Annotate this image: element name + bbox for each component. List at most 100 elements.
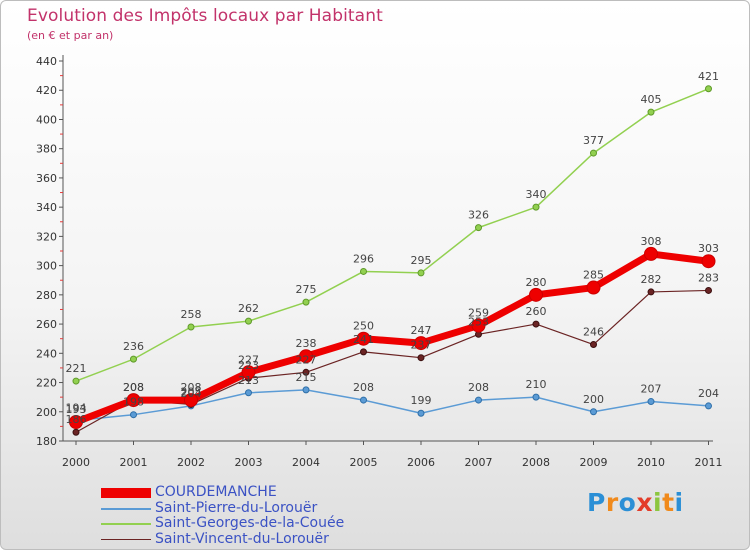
- data-label: 210: [526, 378, 547, 391]
- data-label: 326: [468, 209, 489, 222]
- data-point: [184, 393, 198, 408]
- data-point: [302, 298, 310, 306]
- y-tick-label: 300: [36, 260, 57, 273]
- data-point: [590, 408, 597, 416]
- data-point: [299, 349, 313, 364]
- data-label: 280: [526, 276, 547, 289]
- data-point: [532, 203, 540, 211]
- data-label: 250: [353, 320, 374, 333]
- data-point: [532, 393, 540, 401]
- data-label: 208: [123, 381, 144, 394]
- x-tick-label: 2002: [177, 456, 205, 469]
- y-tick-label: 440: [36, 55, 57, 68]
- data-label: 275: [296, 283, 317, 296]
- data-label: 208: [468, 381, 489, 394]
- logo-letter: i: [653, 488, 663, 517]
- data-point: [532, 320, 540, 328]
- chart-subtitle: (en € et par an): [27, 29, 114, 42]
- y-tick-label: 360: [36, 172, 57, 185]
- data-point: [245, 389, 252, 397]
- data-label: 340: [526, 188, 547, 201]
- proxiti-logo: Proxiti: [587, 488, 684, 517]
- y-tick-label: 220: [36, 377, 57, 390]
- data-point: [72, 377, 80, 385]
- data-label: 285: [583, 269, 604, 282]
- data-label: 205: [181, 385, 202, 398]
- x-tick-label: 2001: [120, 456, 148, 469]
- data-point: [126, 393, 141, 408]
- data-point: [130, 355, 137, 363]
- data-point: [529, 287, 543, 302]
- x-tick-label: 2000: [62, 456, 90, 469]
- data-label: 208: [123, 381, 144, 394]
- data-label: 262: [238, 302, 259, 315]
- data-label: 237: [411, 339, 432, 352]
- data-label: 193: [66, 403, 87, 416]
- legend-swatch: [101, 539, 151, 540]
- data-label: 200: [583, 393, 604, 406]
- data-label: 259: [468, 307, 489, 320]
- data-point: [417, 354, 425, 362]
- data-label: 405: [641, 93, 662, 106]
- data-point: [241, 365, 256, 380]
- data-point: [187, 323, 195, 331]
- data-point: [471, 318, 486, 333]
- data-label: 198: [123, 396, 144, 409]
- data-point: [417, 269, 425, 277]
- data-label: 238: [296, 337, 317, 350]
- series-line-3: [75, 289, 710, 433]
- y-tick-label: 180: [36, 435, 57, 448]
- x-tick-label: 2004: [292, 456, 320, 469]
- data-point: [69, 415, 83, 429]
- y-tick-label: 420: [36, 84, 57, 97]
- legend-label: Saint-Georges-de-la-Couée: [155, 515, 345, 531]
- logo-letter: x: [636, 488, 653, 517]
- data-label: 199: [411, 394, 432, 407]
- data-label: 246: [583, 326, 604, 339]
- data-label: 223: [238, 359, 259, 372]
- legend-label: Saint-Vincent-du-Lorouër: [155, 530, 329, 547]
- data-label: 215: [296, 371, 317, 384]
- data-label: 186: [66, 413, 87, 426]
- logo-letter: o: [618, 488, 637, 517]
- x-tick-label: 2010: [637, 456, 665, 469]
- legend-swatch: [101, 507, 151, 510]
- data-point: [130, 411, 137, 419]
- data-point: [647, 398, 655, 406]
- data-point: [360, 267, 367, 275]
- data-point: [302, 368, 310, 376]
- x-tick-label: 2003: [235, 456, 263, 469]
- data-point: [360, 396, 367, 404]
- data-label: 241: [353, 333, 374, 346]
- data-label: 258: [181, 308, 202, 321]
- data-point: [475, 224, 482, 232]
- y-tick-label: 240: [36, 347, 57, 360]
- data-point: [701, 254, 716, 269]
- data-point: [475, 396, 482, 404]
- legend-swatch: [101, 523, 151, 525]
- data-label: 421: [698, 70, 719, 83]
- y-tick-label: 200: [36, 406, 57, 419]
- data-point: [245, 317, 252, 325]
- series-line-2: [75, 88, 710, 382]
- data-label: 295: [411, 254, 432, 267]
- y-tick-label: 260: [36, 318, 57, 331]
- data-label: 260: [526, 305, 547, 318]
- data-point: [644, 246, 658, 261]
- data-label: 213: [238, 374, 259, 387]
- data-label: 296: [353, 252, 374, 265]
- data-label: 227: [296, 353, 317, 366]
- data-label: 221: [66, 362, 87, 375]
- data-label: 308: [641, 235, 662, 248]
- data-label: 282: [641, 273, 662, 286]
- data-point: [302, 386, 310, 394]
- data-label: 204: [181, 387, 202, 400]
- y-tick-label: 280: [36, 289, 57, 302]
- y-tick-label: 340: [36, 201, 57, 214]
- data-point: [586, 280, 601, 295]
- data-point: [647, 108, 655, 116]
- data-point: [590, 149, 597, 157]
- data-label: 253: [468, 315, 489, 328]
